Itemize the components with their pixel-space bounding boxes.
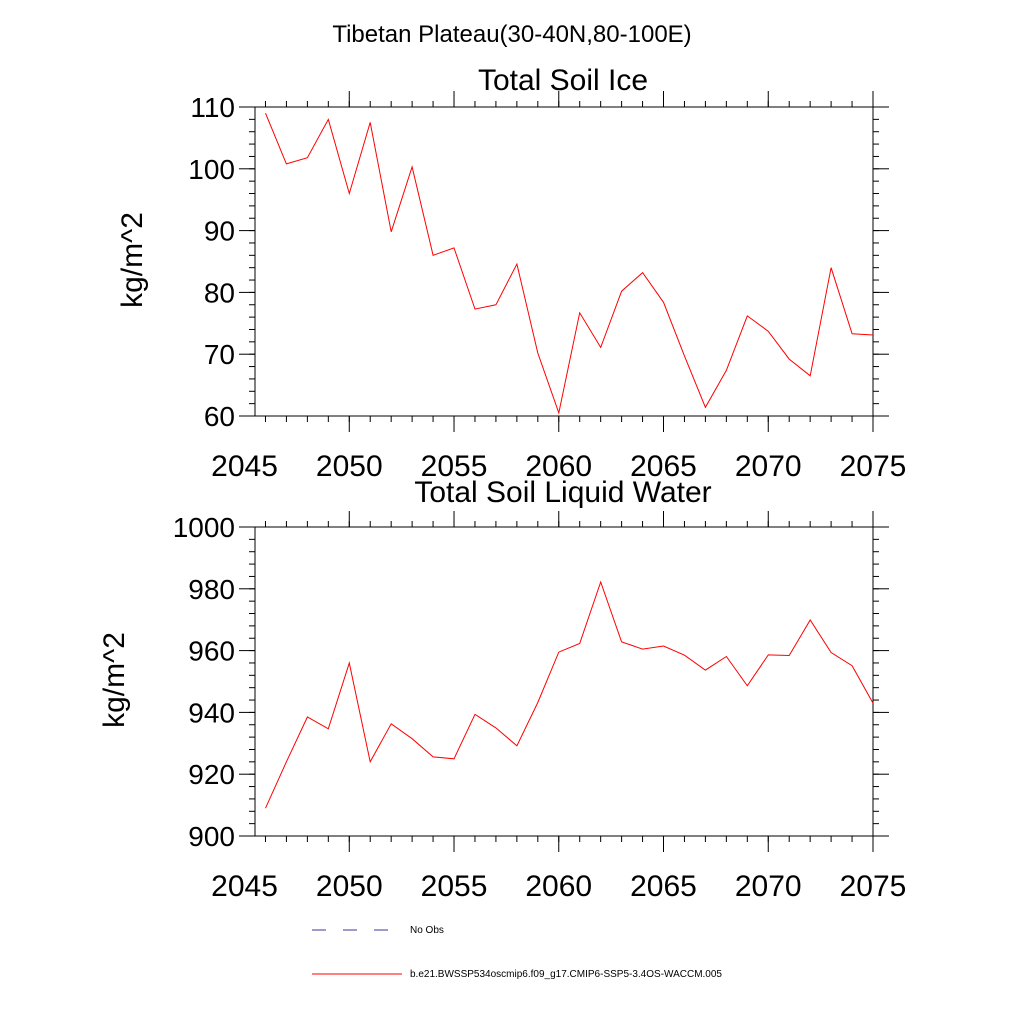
y-tick-label: 1000	[173, 512, 235, 543]
y-tick-label: 90	[204, 216, 235, 247]
x-tick-label: 2055	[421, 450, 488, 483]
y-tick-label: 980	[188, 574, 235, 605]
x-tick-label: 2075	[840, 450, 907, 483]
legend-no-obs-label: No Obs	[410, 925, 444, 936]
x-tick-label: 2055	[421, 870, 488, 903]
x-ticks: 2045 2050 2055 2060 2065 2070 2075	[211, 91, 906, 483]
plot-frame	[254, 106, 874, 417]
y-tick-label: 110	[190, 92, 235, 123]
x-tick-label: 2075	[840, 870, 907, 903]
y-tick-label: 80	[204, 277, 235, 308]
series-layer	[265, 580, 874, 809]
x-tick-label: 2070	[735, 870, 802, 903]
series-line	[265, 580, 874, 809]
x-tick-label: 2045	[211, 870, 278, 903]
x-tick-label: 2065	[630, 870, 697, 903]
legend: No Obs b.e21.BWSSP534oscmip6.f09_g17.CMI…	[312, 925, 722, 980]
series-layer	[265, 113, 874, 415]
x-tick-label: 2070	[735, 450, 802, 483]
y-ticks: 60 70 80 90 100 110	[188, 92, 889, 432]
legend-model-label: b.e21.BWSSP534oscmip6.f09_g17.CMIP6-SSP5…	[410, 969, 722, 980]
series-line	[265, 113, 874, 415]
panel-total-soil-liquid-water: Total Soil Liquid Water kg/m^2 900 920 940…	[98, 476, 906, 903]
y-tick-label: 100	[188, 154, 235, 185]
y-tick-label: 960	[188, 636, 235, 667]
y-tick-label: 70	[204, 339, 235, 370]
plot-frame	[254, 526, 874, 837]
x-tick-label: 2045	[211, 450, 278, 483]
panel-total-soil-ice: Total Soil Ice kg/m^2 60 70 80 90 100 110 204…	[116, 64, 906, 483]
y-ticks: 900 920 940 960 980 1000	[173, 512, 889, 852]
figure-suptitle: Tibetan Plateau(30-40N,80-100E)	[332, 21, 691, 48]
y-tick-label: 60	[204, 401, 235, 432]
x-tick-label: 2060	[525, 450, 592, 483]
x-tick-label: 2050	[316, 870, 383, 903]
panel-title: Total Soil Liquid Water	[414, 476, 711, 509]
x-tick-label: 2050	[316, 450, 383, 483]
y-axis-label: kg/m^2	[98, 632, 131, 728]
x-tick-label: 2060	[525, 870, 592, 903]
y-tick-label: 900	[188, 821, 235, 852]
y-tick-label: 940	[188, 697, 235, 728]
x-ticks: 2045 2050 2055 2060 2065 2070 2075	[211, 511, 906, 903]
x-tick-label: 2065	[630, 450, 697, 483]
y-tick-label: 920	[188, 759, 235, 790]
panel-title: Total Soil Ice	[478, 64, 648, 97]
y-axis-label: kg/m^2	[116, 212, 149, 308]
